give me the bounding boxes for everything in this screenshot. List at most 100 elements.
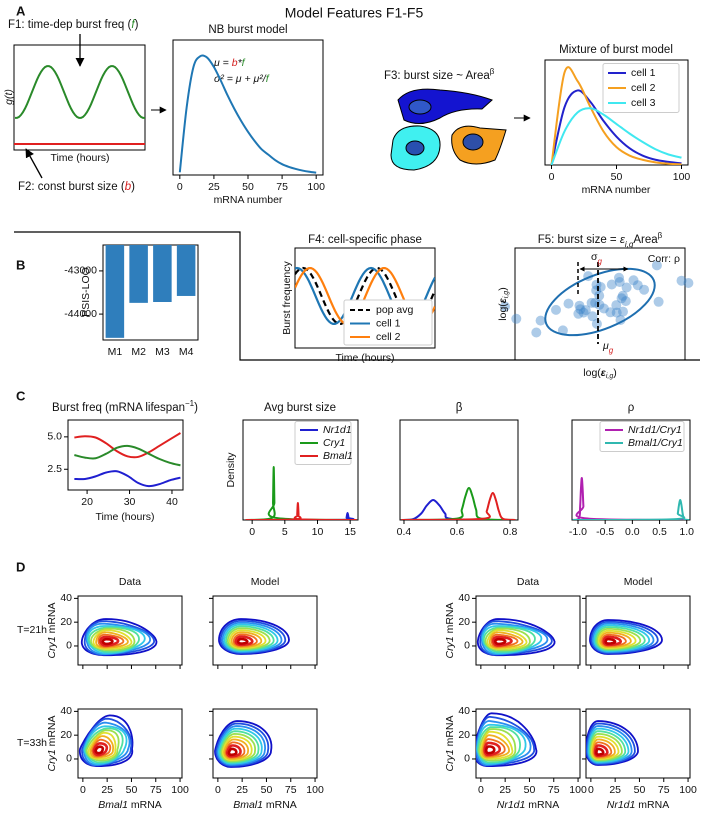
x-axis-label: Time (hours)	[335, 352, 394, 364]
x-tick-label: 0	[478, 784, 484, 796]
f4-wave	[295, 266, 435, 325]
contours	[586, 720, 639, 766]
text: )	[131, 181, 135, 193]
scatter-point	[606, 279, 617, 290]
text: β	[490, 67, 495, 76]
contour	[92, 741, 109, 757]
contour	[217, 727, 263, 765]
legend-label: cell 3	[631, 97, 656, 109]
y-tick-label: 40	[458, 592, 470, 604]
text: μ	[602, 340, 609, 352]
divider	[14, 231, 700, 361]
equation: μ = b*f	[213, 57, 246, 69]
text: log(	[497, 303, 509, 321]
contour	[483, 741, 501, 757]
contour	[587, 727, 630, 764]
contour	[236, 637, 249, 645]
y-axis-label: Cry1 mRNA	[444, 715, 456, 771]
nucleus	[408, 99, 432, 115]
contour	[589, 732, 623, 762]
text: mRNA	[263, 799, 297, 811]
contour	[587, 725, 633, 764]
x-tick-label: 75	[276, 181, 288, 193]
x-tick-label: 100	[306, 784, 324, 796]
plot-frame	[399, 419, 519, 521]
text: −1	[185, 399, 195, 408]
contour	[221, 735, 253, 762]
x-tick-label: 0.6	[450, 526, 465, 538]
x-tick-label: 100	[679, 784, 697, 796]
scatter-point	[620, 296, 631, 307]
arrow	[25, 148, 43, 179]
text: *	[238, 57, 243, 69]
text: f	[242, 57, 246, 69]
line	[245, 465, 357, 520]
scatter-point	[511, 313, 522, 324]
x-tick-label: 15	[344, 526, 356, 538]
scatter-point	[598, 303, 609, 314]
contour	[225, 744, 242, 758]
x-tick-label: 0	[80, 784, 86, 796]
contour	[84, 727, 124, 764]
x-tick-label: 0	[177, 181, 183, 193]
contour	[220, 732, 256, 763]
contour	[219, 730, 260, 764]
row-label: T=33h	[17, 737, 47, 749]
contour	[94, 745, 105, 755]
x-tick-label: 0.8	[503, 526, 518, 538]
scatter-point	[614, 272, 624, 283]
text: mRNA	[128, 799, 162, 811]
text: F3: burst size ~ Area	[384, 70, 490, 82]
y-axis-label: log(εi,g)	[497, 287, 511, 320]
scatter-point	[500, 301, 510, 312]
y-tick-label: -44000	[64, 308, 97, 320]
plot-title: Burst freq (mRNA lifespan−1)	[52, 399, 198, 414]
line	[74, 444, 181, 467]
row-label: T=21h	[17, 624, 47, 636]
line	[572, 476, 690, 520]
contour	[591, 735, 620, 760]
legend-label: Bmal1	[323, 450, 353, 462]
contour	[216, 725, 267, 766]
contour	[484, 627, 531, 652]
text: g	[597, 257, 602, 266]
bar	[105, 245, 125, 338]
contour	[601, 633, 627, 647]
contour	[87, 731, 117, 760]
x-tick-label: 0	[549, 171, 555, 183]
x-tick-label: 100	[307, 181, 325, 193]
text: mRNA	[635, 799, 669, 811]
scatter-point	[621, 282, 632, 293]
text: μ =	[213, 57, 232, 69]
plot-frame	[585, 595, 691, 666]
text: Cry1	[46, 749, 58, 771]
text: Bmal1	[233, 799, 263, 811]
contours	[80, 618, 158, 657]
x-tick-label: 50	[611, 171, 623, 183]
scatter-point	[573, 308, 584, 319]
contour	[234, 635, 254, 647]
y-tick-label: 5.0	[47, 431, 62, 443]
contour	[476, 715, 536, 767]
y-tick-label: 0	[66, 753, 72, 765]
contour	[90, 627, 136, 652]
scatter-point	[586, 297, 597, 308]
y-tick-label: 0	[66, 640, 72, 652]
x-tick-label: 25	[208, 181, 220, 193]
column-header: Model	[624, 576, 653, 588]
scatter-point	[578, 307, 589, 318]
contour	[586, 720, 639, 766]
text: )	[613, 367, 617, 379]
plot-title: β	[456, 402, 463, 414]
legend-label: cell 1	[631, 67, 656, 79]
contour	[477, 726, 522, 764]
x-tick-label: 100	[171, 784, 189, 796]
contour	[492, 635, 513, 647]
contour	[586, 722, 636, 766]
contour	[81, 717, 133, 767]
cell	[397, 88, 493, 124]
scatter-point	[535, 315, 546, 326]
ellipse	[544, 267, 656, 337]
x-axis-label: log(εi,g)	[583, 367, 616, 381]
contour	[230, 631, 263, 649]
